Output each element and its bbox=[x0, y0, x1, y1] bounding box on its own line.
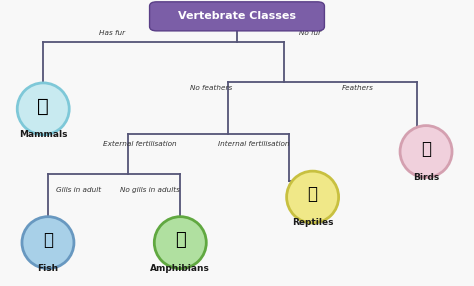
Text: Feathers: Feathers bbox=[342, 84, 374, 90]
Text: 🐟: 🐟 bbox=[43, 231, 53, 249]
Ellipse shape bbox=[17, 83, 69, 135]
Ellipse shape bbox=[287, 171, 338, 223]
Text: 🦎: 🦎 bbox=[308, 185, 318, 203]
Text: Gills in adult: Gills in adult bbox=[56, 187, 101, 193]
Text: Amphibians: Amphibians bbox=[150, 264, 210, 273]
Text: Internal fertilisation: Internal fertilisation bbox=[218, 141, 289, 147]
Text: 🐸: 🐸 bbox=[175, 231, 186, 249]
Ellipse shape bbox=[155, 217, 206, 269]
Text: No feathers: No feathers bbox=[190, 84, 232, 90]
Ellipse shape bbox=[22, 217, 74, 269]
Text: Has fur: Has fur bbox=[99, 30, 125, 36]
Text: Vertebrate Classes: Vertebrate Classes bbox=[178, 11, 296, 21]
Text: External fertilisation: External fertilisation bbox=[103, 141, 177, 147]
Text: No gills in adults: No gills in adults bbox=[119, 187, 180, 193]
Text: 🐇: 🐇 bbox=[37, 96, 49, 116]
Text: Fish: Fish bbox=[37, 264, 58, 273]
Text: Reptiles: Reptiles bbox=[292, 219, 333, 227]
Text: 🐦: 🐦 bbox=[421, 140, 431, 158]
Text: Birds: Birds bbox=[413, 173, 439, 182]
Text: No fur: No fur bbox=[299, 30, 321, 36]
FancyBboxPatch shape bbox=[150, 2, 324, 31]
Text: Mammals: Mammals bbox=[19, 130, 67, 139]
Ellipse shape bbox=[400, 126, 452, 178]
